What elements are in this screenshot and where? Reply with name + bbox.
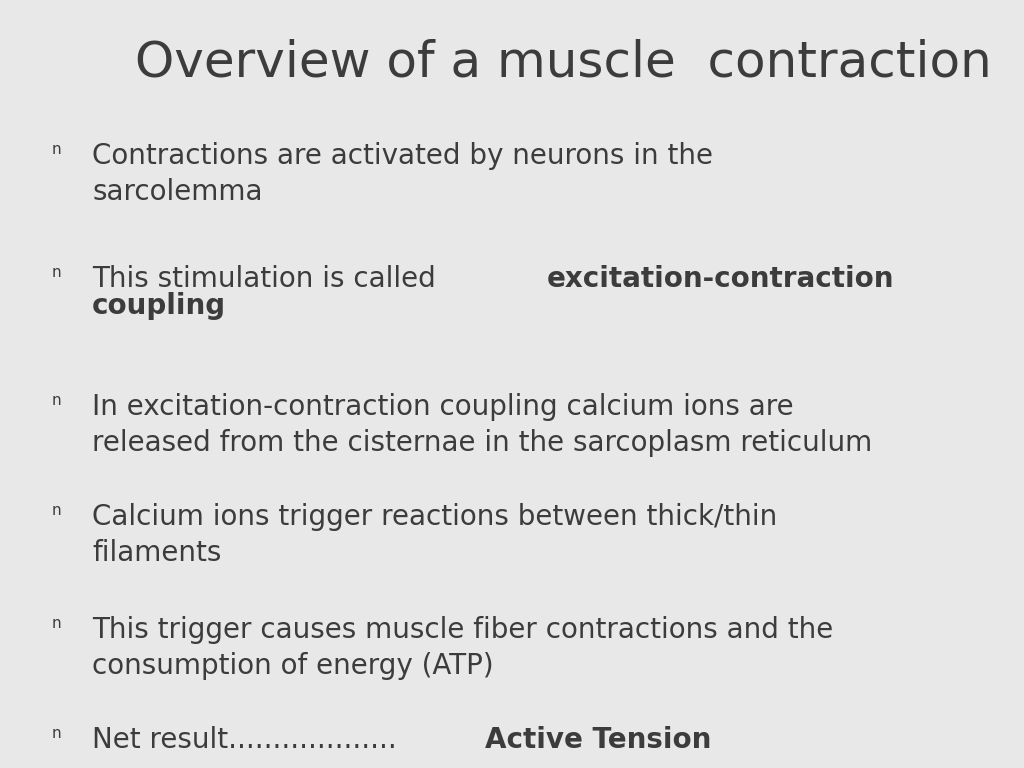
Text: n: n [51,393,61,409]
Text: Calcium ions trigger reactions between thick/thin
filaments: Calcium ions trigger reactions between t… [92,503,777,567]
Text: Contractions are activated by neurons in the
sarcolemma: Contractions are activated by neurons in… [92,142,713,206]
Text: Active Tension: Active Tension [485,726,712,753]
Text: n: n [51,265,61,280]
Text: Net result...................: Net result................... [92,726,397,753]
Text: Overview of a muscle  contraction: Overview of a muscle contraction [135,38,991,87]
Text: excitation-contraction: excitation-contraction [547,265,895,293]
Text: n: n [51,142,61,157]
Text: n: n [51,616,61,631]
Text: coupling: coupling [92,292,226,320]
Text: n: n [51,726,61,741]
Text: In excitation-contraction coupling calcium ions are
released from the cisternae : In excitation-contraction coupling calci… [92,393,872,457]
Text: This stimulation is called: This stimulation is called [92,265,444,293]
Text: n: n [51,503,61,518]
Text: This trigger causes muscle fiber contractions and the
consumption of energy (ATP: This trigger causes muscle fiber contrac… [92,616,834,680]
